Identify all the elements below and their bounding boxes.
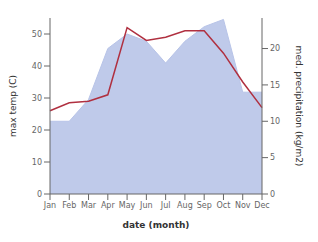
svg-text:40: 40	[32, 62, 42, 71]
svg-text:20: 20	[270, 44, 280, 53]
svg-text:Mar: Mar	[81, 201, 97, 210]
svg-text:0: 0	[37, 190, 42, 199]
svg-text:20: 20	[32, 126, 42, 135]
svg-text:date (month): date (month)	[123, 220, 190, 230]
svg-text:Dec: Dec	[254, 201, 269, 210]
svg-text:Jan: Jan	[43, 201, 56, 210]
svg-text:Jun: Jun	[139, 201, 153, 210]
svg-text:Jul: Jul	[160, 201, 171, 210]
svg-text:15: 15	[270, 81, 280, 90]
svg-text:30: 30	[32, 94, 42, 103]
svg-text:Sep: Sep	[197, 201, 212, 210]
svg-text:Feb: Feb	[62, 201, 76, 210]
svg-text:Oct: Oct	[217, 201, 231, 210]
svg-text:5: 5	[270, 153, 275, 162]
svg-text:med. precipitation (kg/m2): med. precipitation (kg/m2)	[294, 46, 304, 167]
svg-text:Nov: Nov	[235, 201, 251, 210]
svg-text:May: May	[119, 201, 136, 210]
svg-text:10: 10	[32, 158, 42, 167]
svg-text:Apr: Apr	[101, 201, 116, 210]
svg-text:0: 0	[270, 190, 275, 199]
svg-text:10: 10	[270, 117, 280, 126]
svg-text:Aug: Aug	[177, 201, 193, 210]
svg-text:50: 50	[32, 30, 42, 39]
svg-text:max temp (C): max temp (C)	[8, 75, 18, 137]
